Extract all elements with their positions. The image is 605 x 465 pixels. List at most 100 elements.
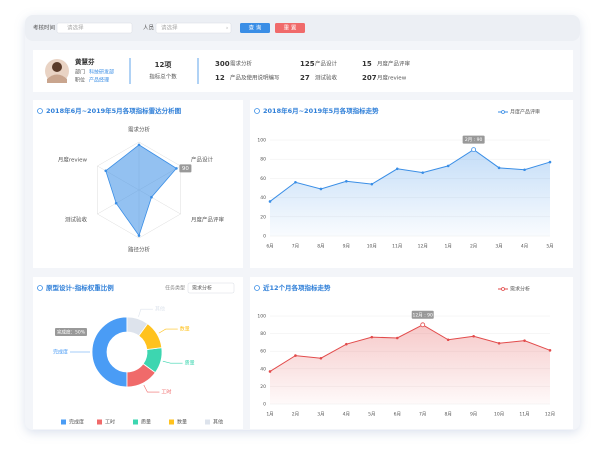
point xyxy=(395,336,399,340)
x-tick-label: 6月 xyxy=(266,244,273,250)
point xyxy=(421,171,425,174)
legend-label: 其他 xyxy=(213,419,223,426)
y-tick-label: 20 xyxy=(260,384,266,390)
legend-swatch xyxy=(169,419,174,425)
y-tick-label: 100 xyxy=(257,314,266,320)
stat-value: 125 xyxy=(300,60,315,68)
radar-point xyxy=(104,169,108,173)
legend-swatch xyxy=(61,419,66,425)
point xyxy=(268,370,272,373)
chevron: › xyxy=(226,26,228,32)
point xyxy=(472,334,475,338)
legend-label: 工时 xyxy=(105,419,115,426)
x-tick-label: 4月 xyxy=(521,244,528,250)
point xyxy=(319,187,323,191)
y-tick-label: 80 xyxy=(260,157,266,163)
point xyxy=(446,164,450,168)
x-tick-label: 9月 xyxy=(343,244,350,250)
x-tick-label: 8月 xyxy=(317,244,324,250)
x-tick-label: 3月 xyxy=(317,412,324,418)
radar-point xyxy=(137,143,141,147)
tooltip-text: 90 xyxy=(182,166,189,172)
point xyxy=(345,179,348,183)
panel-title: 近12个月各项指标走势 xyxy=(263,283,331,292)
x-tick-label: 12月 xyxy=(418,244,428,250)
stat-label: 需求分析 xyxy=(230,60,253,68)
tooltip xyxy=(179,164,192,173)
x-tick-label: 7月 xyxy=(419,412,426,418)
x-tick-label: 10月 xyxy=(494,412,504,418)
avatar-body xyxy=(47,74,67,83)
title-icon xyxy=(37,108,43,114)
legend-dot xyxy=(501,287,505,291)
person-label: 人员 xyxy=(143,25,155,32)
role: 产品经理 xyxy=(89,77,109,84)
title-icon xyxy=(254,108,260,114)
legend-swatch xyxy=(97,419,102,425)
point xyxy=(395,167,399,171)
title-icon xyxy=(254,285,260,291)
point xyxy=(294,180,297,184)
profile-panel xyxy=(33,50,573,92)
point xyxy=(420,322,426,328)
point xyxy=(523,168,526,172)
axis-label: 产品设计 xyxy=(191,156,214,164)
y-tick-label: 60 xyxy=(260,349,266,355)
slice-label: 数量 xyxy=(180,326,190,333)
line xyxy=(269,324,551,372)
date-placeholder: 请选择 xyxy=(67,24,84,32)
y-tick-label: 0 xyxy=(263,234,266,240)
tooltip-text: 2月 : 90 xyxy=(465,137,483,143)
panel-title: 2018年6月~2019年5月各项指标雷达分析图 xyxy=(46,106,182,115)
x-tick-label: 10月 xyxy=(367,244,377,250)
axis-label: 路径分析 xyxy=(128,246,151,254)
avatar-hair xyxy=(52,62,62,72)
radar-point xyxy=(150,195,153,199)
title-icon xyxy=(37,285,43,291)
profile-name: 黄慧芬 xyxy=(75,57,95,66)
y-tick-label: 0 xyxy=(263,402,266,408)
x-tick-label: 12月 xyxy=(545,412,555,418)
stat-label: 测试验收 xyxy=(315,74,338,82)
x-tick-label: 7月 xyxy=(292,244,299,250)
axis-label: 月度产品评审 xyxy=(191,216,225,224)
radar-point xyxy=(137,234,141,237)
dept-label: 部门 xyxy=(75,69,85,76)
x-tick-label: 11月 xyxy=(519,412,529,418)
stat-value: 15 xyxy=(362,60,372,68)
legend-label: 完成度 xyxy=(69,419,84,426)
date-input[interactable] xyxy=(56,22,133,34)
point xyxy=(471,147,477,153)
y-tick-label: 40 xyxy=(260,195,266,201)
reset-button[interactable] xyxy=(275,23,305,33)
x-tick-label: 3月 xyxy=(495,244,502,250)
point xyxy=(497,341,501,345)
legend-label: 质量 xyxy=(141,419,151,426)
pie-slice xyxy=(91,316,128,388)
x-tick-label: 2月 xyxy=(292,412,299,418)
leader-line xyxy=(143,384,160,393)
stat-value: 27 xyxy=(300,74,310,82)
legend-swatch xyxy=(133,419,138,425)
stat-label: 产品及使用说明编写 xyxy=(230,74,280,82)
x-tick-label: 5月 xyxy=(546,244,553,250)
line xyxy=(269,148,551,202)
point xyxy=(268,200,272,203)
person-input[interactable] xyxy=(155,22,232,34)
filter-value: 需求分析 xyxy=(192,285,212,292)
tooltip xyxy=(411,310,434,319)
stat-label: 月度产品评审 xyxy=(377,60,411,68)
stat-label: 产品设计 xyxy=(315,60,338,68)
axis-label: 月度review xyxy=(58,156,88,164)
point xyxy=(370,182,374,186)
x-tick-label: 4月 xyxy=(343,412,350,418)
y-tick-label: 60 xyxy=(260,176,266,182)
point xyxy=(497,166,501,170)
point xyxy=(345,342,348,346)
point xyxy=(370,335,374,339)
filter-select xyxy=(187,282,235,294)
x-tick-label: 11月 xyxy=(392,244,402,250)
tooltip-text: 12月 : 90 xyxy=(413,312,433,318)
x-tick-label: 6月 xyxy=(394,412,401,418)
search-button[interactable] xyxy=(240,23,270,33)
